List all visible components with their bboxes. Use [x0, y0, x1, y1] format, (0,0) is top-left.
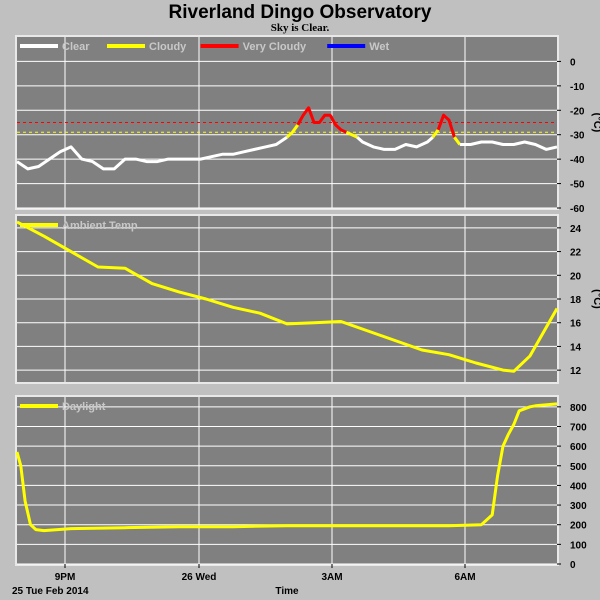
x-axis-label: Time [275, 586, 299, 597]
chart2-ytick-label-2: 16 [570, 319, 582, 330]
x-tick-label-1: 26 Wed [182, 572, 217, 583]
chart1-segment-cloudy-1 [285, 124, 300, 139]
chart3-ytick-label-3: 300 [570, 501, 587, 512]
chart1-segment-clear-4 [356, 136, 434, 151]
chart3-ytick-label-6: 600 [570, 442, 587, 453]
chart3-ytick-label-2: 200 [570, 521, 587, 532]
chart2-ytick-label-5: 22 [570, 248, 582, 259]
chart3-series-line-0 [15, 402, 558, 533]
chart1-ytick-label-2: -20 [570, 106, 585, 117]
chart1-ytick-label-0: 0 [570, 57, 576, 68]
x-tick-label-2: 3AM [321, 572, 342, 583]
page-title: Riverland Dingo Observatory [168, 2, 432, 23]
x-date-label: 25 Tue Feb 2014 [12, 586, 89, 597]
chart3-ytick-label-5: 500 [570, 462, 587, 473]
chart1-legend-label-3: Wet [369, 41, 389, 53]
chart1-segment-clear-0 [16, 135, 288, 171]
chart2-ytick-label-1: 14 [570, 342, 582, 353]
x-tick-label-3: 6AM [454, 572, 475, 583]
chart3-ytick-label-0: 0 [570, 560, 576, 571]
chart2-series-line-0 [16, 220, 559, 373]
chart3-ytick-label-4: 400 [570, 481, 587, 492]
chart1-ytick-label-5: -50 [570, 180, 585, 191]
chart1-legend-label-2: Very Cloudy [243, 41, 307, 53]
sky-status-subtitle: Sky is Clear. [270, 22, 330, 34]
chart1-ytick-label-4: -40 [570, 155, 585, 166]
chart3-plot-area [17, 397, 557, 564]
chart1-ytick-label-1: -10 [570, 82, 585, 93]
chart1-ytick-label-6: -60 [570, 204, 585, 215]
chart1-ytick-label-3: -30 [570, 131, 585, 142]
chart2-legend-label-0: Ambient Temp [62, 220, 138, 232]
chart2-ytick-label-4: 20 [570, 271, 582, 282]
chart2-ytick-label-6: 24 [570, 224, 582, 235]
chart1-segment-very_cloudy-2 [296, 106, 348, 134]
x-tick-label-0: 9PM [55, 572, 76, 583]
chart1-segment-clear-8 [459, 140, 558, 151]
chart1-legend-label-1: Cloudy [149, 41, 187, 53]
chart1-segment-very_cloudy-6 [436, 113, 456, 138]
chart2-ytick-label-3: 18 [570, 295, 582, 306]
chart3-ytick-label-1: 100 [570, 540, 587, 551]
chart1-segment-cloudy-5 [431, 128, 440, 139]
chart1-legend-label-0: Clear [62, 41, 90, 53]
chart3-ytick-label-7: 700 [570, 422, 587, 433]
chart1-segment-cloudy-3 [345, 130, 358, 139]
chart1-segment-cloudy-7 [453, 136, 462, 146]
chart1-ylabel: (°C) [591, 113, 600, 133]
chart3-ytick-label-8: 800 [570, 403, 587, 414]
chart2-ytick-label-0: 12 [570, 366, 582, 377]
chart2-ylabel: (°C) [591, 289, 600, 309]
chart3-legend-label-0: Daylight [62, 401, 106, 413]
